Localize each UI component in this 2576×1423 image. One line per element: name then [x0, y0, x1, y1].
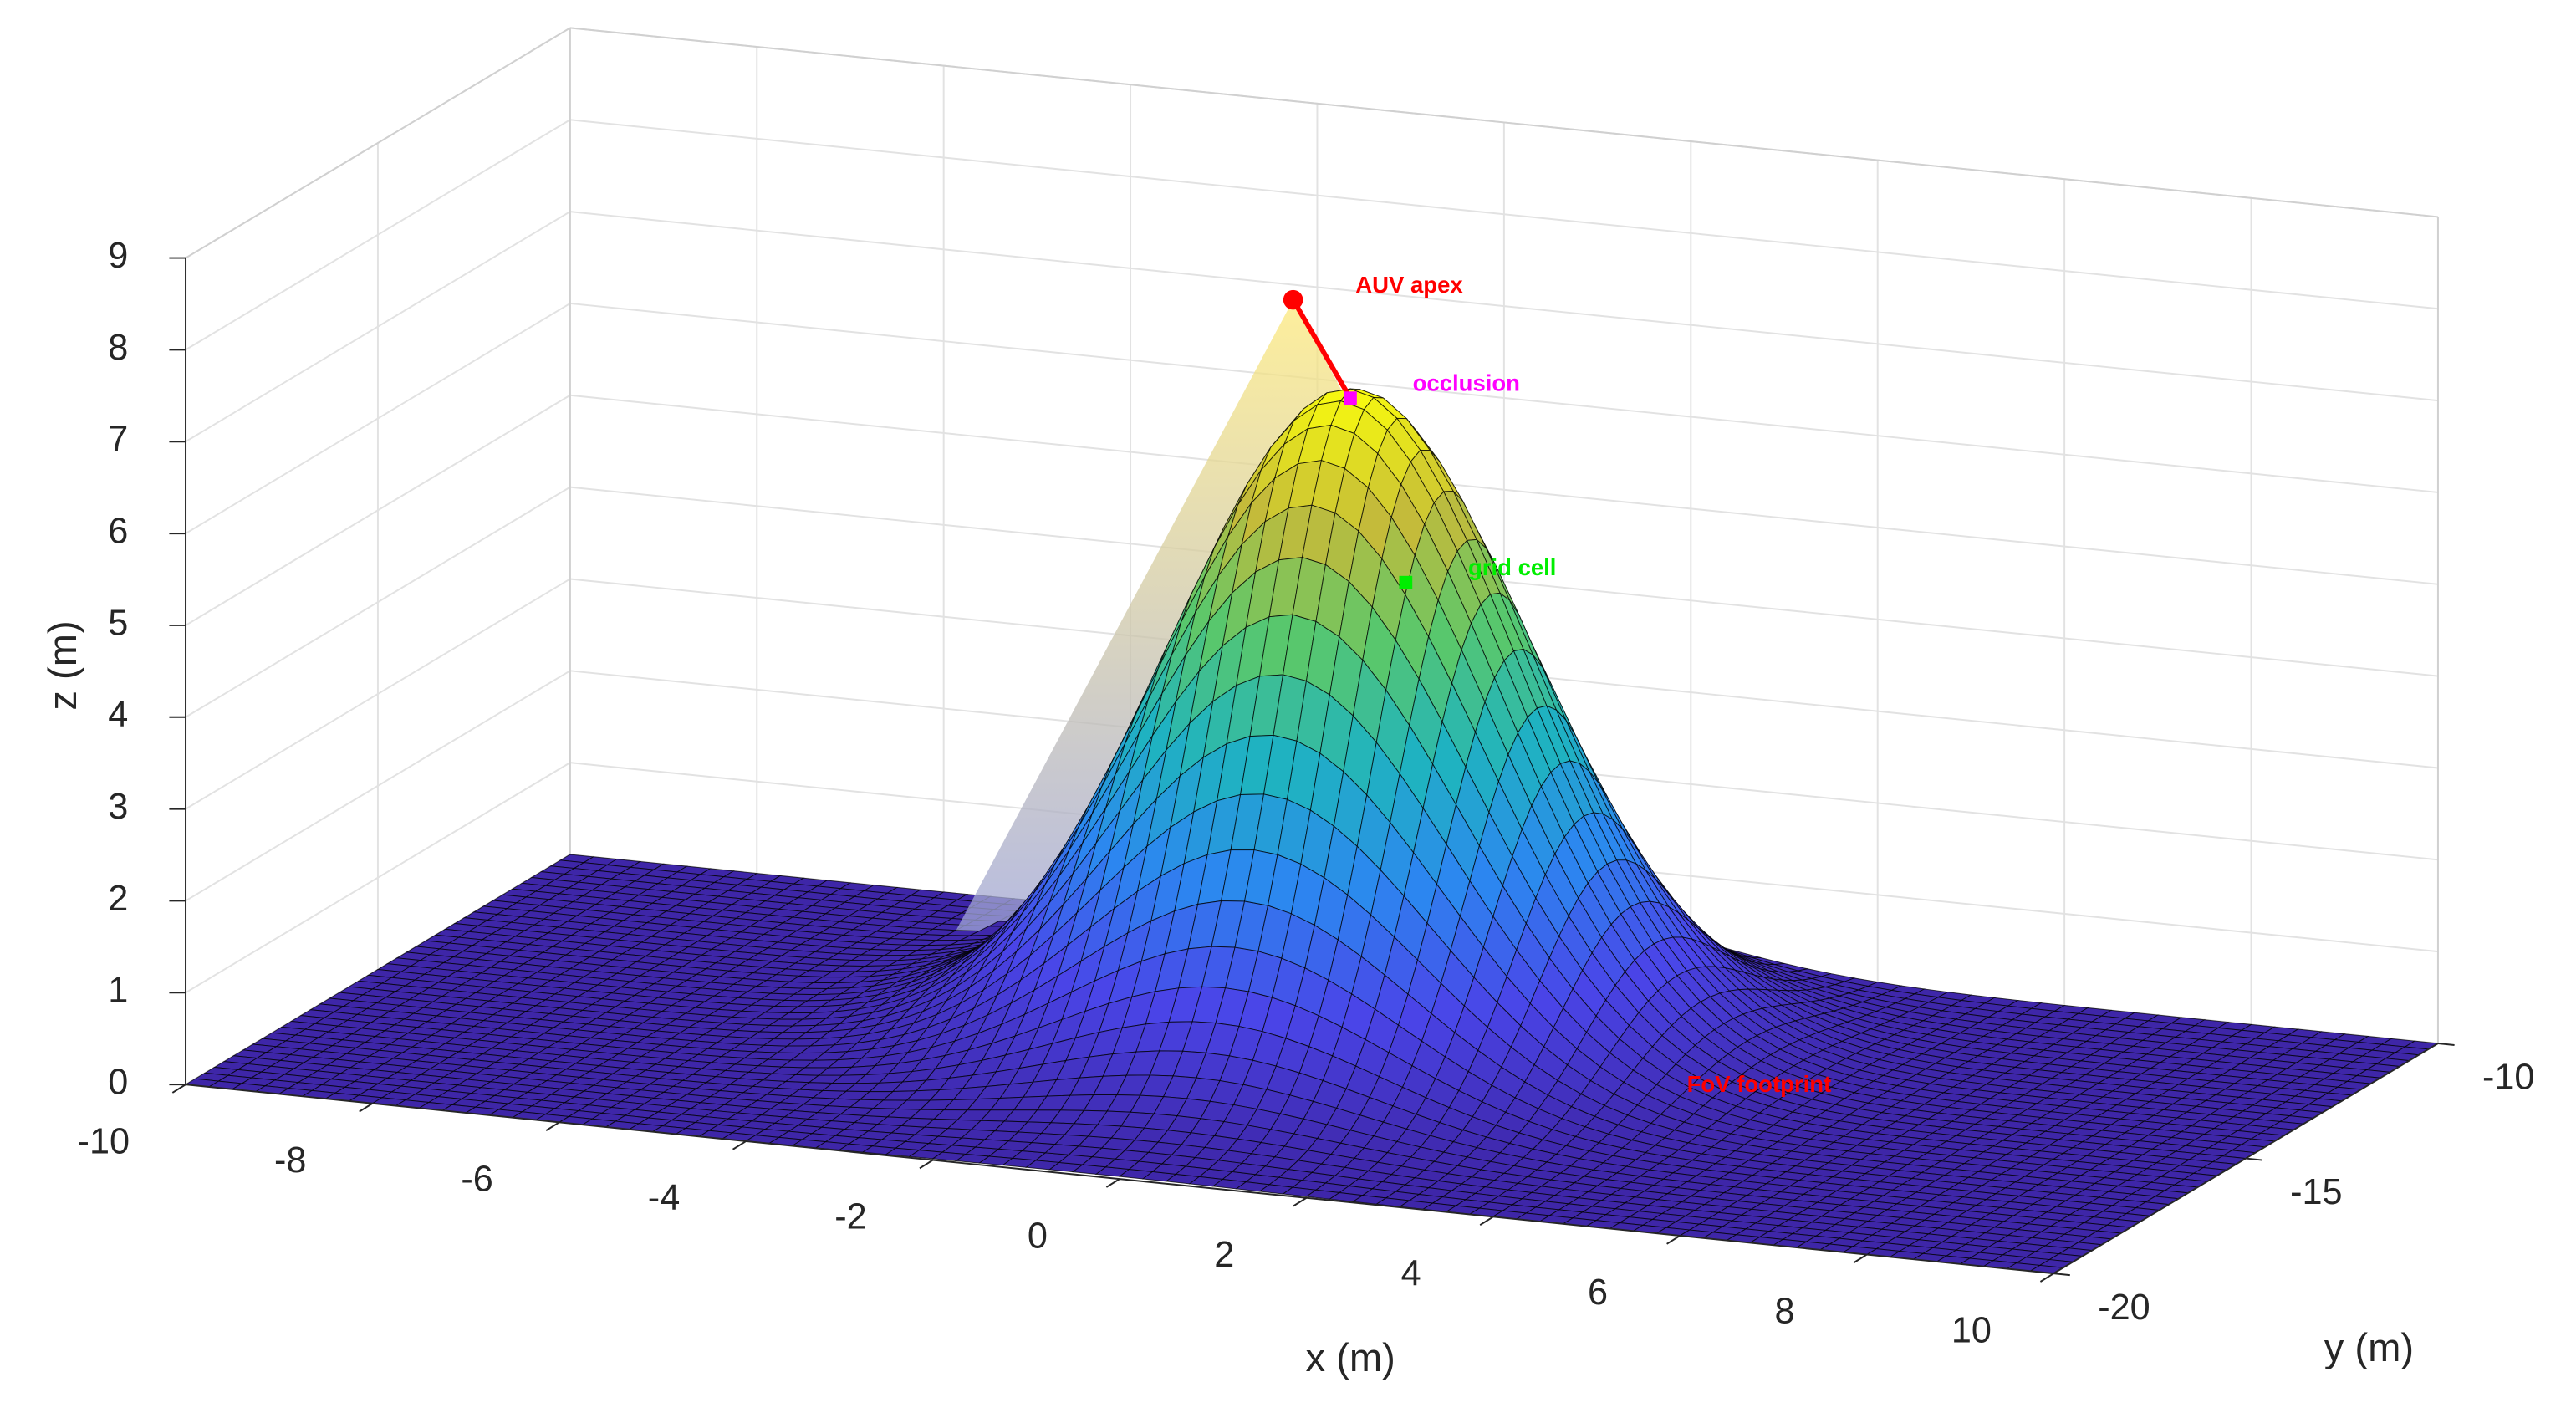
z-tick-label: 9: [108, 236, 128, 276]
x-axis-label: x (m): [1305, 1335, 1395, 1380]
surface-face: [1479, 1160, 1515, 1174]
y-tick-label: -20: [2098, 1288, 2150, 1328]
tick-mark: [1666, 1235, 1681, 1245]
tick-mark: [2437, 1043, 2455, 1046]
tick-mark: [919, 1159, 934, 1170]
surface-face: [1569, 1158, 1604, 1171]
x-tick-label: 8: [1774, 1292, 1794, 1332]
x-tick-label: -8: [274, 1140, 306, 1181]
point-label: grid cell: [1468, 554, 1556, 580]
point-marker: [1283, 289, 1303, 310]
surface-face: [1645, 1145, 1680, 1157]
point-label: AUV apex: [1355, 272, 1463, 298]
grid-line: [569, 394, 2439, 585]
x-tick-label: -6: [461, 1160, 492, 1200]
box-edge: [185, 27, 571, 259]
x-tick-label: -2: [834, 1197, 866, 1237]
y-tick-label: -15: [2290, 1172, 2342, 1212]
z-tick-label: 4: [108, 695, 128, 735]
surface-face: [1720, 1133, 1756, 1145]
x-tick-label: 6: [1588, 1273, 1608, 1313]
surface-face: [1834, 1098, 1870, 1109]
x-tick-label: 0: [1028, 1216, 1048, 1256]
z-tick-label: 3: [108, 787, 128, 827]
tick-mark: [2053, 1273, 2070, 1277]
z-tick-label: 8: [108, 328, 128, 368]
tick-mark: [1853, 1253, 1868, 1264]
x-tick-label: -4: [648, 1178, 680, 1218]
z-tick-label: 1: [108, 971, 128, 1011]
z-tick-label: 0: [108, 1063, 128, 1103]
grid-line: [569, 302, 2439, 493]
surface-face: [1772, 1118, 1808, 1130]
z-axis-label: z (m): [40, 620, 84, 710]
tick-mark: [1479, 1216, 1494, 1227]
x-tick-label: 10: [1951, 1310, 1992, 1350]
x-tick-label: 4: [1401, 1254, 1421, 1294]
y-axis-label: y (m): [2324, 1325, 2414, 1369]
tick-mark: [1293, 1196, 1308, 1207]
surface-face: [1446, 1165, 1482, 1178]
box-edge: [569, 27, 2439, 218]
grid-line: [569, 486, 2439, 677]
z-tick-label: 5: [108, 603, 128, 643]
surface-face: [1357, 1171, 1393, 1183]
surface-face: [1175, 1165, 1211, 1177]
z-tick-label: 6: [108, 512, 128, 552]
x-tick-label: 2: [1214, 1235, 1234, 1275]
tick-mark: [732, 1140, 747, 1150]
surface-face: [1536, 1161, 1572, 1174]
point-marker: [1344, 391, 1357, 405]
surface-face: [1414, 1169, 1449, 1181]
tick-mark: [1105, 1178, 1120, 1188]
surface-face: [1611, 1147, 1647, 1160]
tick-mark: [359, 1102, 373, 1113]
surface-face: [1677, 1142, 1713, 1155]
z-tick-label: 2: [108, 879, 128, 919]
x-tick-label: -10: [78, 1121, 130, 1161]
grid-line: [569, 119, 2439, 310]
surface-face: [1278, 1169, 1314, 1181]
point-marker: [1399, 575, 1413, 589]
y-tick-label: -10: [2482, 1058, 2534, 1098]
tick-mark: [2039, 1273, 2054, 1283]
point-label: occlusion: [1413, 370, 1520, 396]
tick-mark: [171, 1084, 186, 1094]
tick-mark: [2245, 1157, 2262, 1161]
footprint-label: FoV footprint: [1687, 1071, 1832, 1097]
tick-mark: [545, 1121, 560, 1131]
grid-line: [569, 211, 2439, 402]
z-tick-label: 7: [108, 420, 128, 460]
sight-ray: [1291, 298, 1353, 400]
